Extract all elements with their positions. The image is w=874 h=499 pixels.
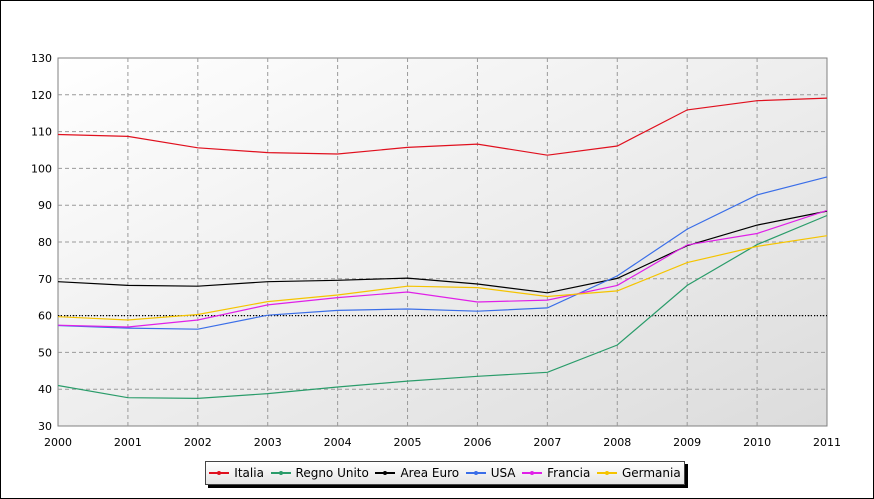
legend-item-area-euro: Area Euro <box>375 466 459 480</box>
series-line-italia <box>57 97 828 156</box>
series-line-francia <box>57 209 828 328</box>
legend-label: Area Euro <box>400 466 460 480</box>
legend-swatch <box>375 471 396 475</box>
series-line-area-euro <box>57 210 828 294</box>
series-line-regno-unito <box>57 214 828 400</box>
x-tick-label: 2008 <box>603 436 631 449</box>
x-tick-label: 2005 <box>394 436 422 449</box>
series-line-germania <box>57 235 828 321</box>
legend-item-germania: Germania <box>596 466 681 480</box>
y-tick-label: 60 <box>38 310 52 323</box>
legend-item-italia: Italia <box>209 466 264 480</box>
series-line-usa <box>57 176 828 330</box>
legend-label: Francia <box>547 466 591 480</box>
legend: Italia Regno Unito Area Euro USA Francia Germ… <box>205 461 685 485</box>
legend-swatch <box>270 471 291 475</box>
x-axis-ticks: 2000 2001 2002 2003 2004 2005 2006 2007 2008 2009… <box>44 436 841 449</box>
legend-label: USA <box>490 466 516 480</box>
legend-item-francia: Francia <box>522 466 590 480</box>
x-tick-label: 2010 <box>743 436 771 449</box>
legend-item-usa: USA <box>465 466 516 480</box>
x-tick-label: 2000 <box>44 436 72 449</box>
x-tick-label: 2006 <box>463 436 491 449</box>
y-tick-label: 30 <box>38 420 52 433</box>
legend-label: Regno Unito <box>295 466 369 480</box>
x-tick-label: 2003 <box>254 436 282 449</box>
y-tick-label: 50 <box>38 346 52 359</box>
x-tick-label: 2007 <box>533 436 561 449</box>
legend-label: Germania <box>621 466 681 480</box>
y-tick-label: 40 <box>38 383 52 396</box>
legend-item-regno-unito: Regno Unito <box>270 466 369 480</box>
y-tick-label: 120 <box>31 89 52 102</box>
y-axis-ticks: 30 40 50 60 70 80 90 100 110 120 130 <box>31 52 52 433</box>
series-lines <box>57 97 828 400</box>
x-tick-label: 2002 <box>184 436 212 449</box>
x-tick-label: 2001 <box>114 436 142 449</box>
y-tick-label: 100 <box>31 162 52 175</box>
x-tick-label: 2004 <box>324 436 352 449</box>
legend-label: Italia <box>234 466 264 480</box>
y-tick-label: 90 <box>38 199 52 212</box>
y-tick-label: 70 <box>38 273 52 286</box>
legend-swatch <box>209 471 230 475</box>
y-tick-label: 110 <box>31 126 52 139</box>
x-tick-label: 2011 <box>813 436 841 449</box>
grid-lines <box>58 58 827 426</box>
legend-swatch <box>465 471 486 475</box>
y-tick-label: 130 <box>31 52 52 65</box>
y-tick-label: 80 <box>38 236 52 249</box>
legend-swatch <box>596 471 617 475</box>
x-tick-label: 2009 <box>673 436 701 449</box>
legend-swatch <box>522 471 543 475</box>
